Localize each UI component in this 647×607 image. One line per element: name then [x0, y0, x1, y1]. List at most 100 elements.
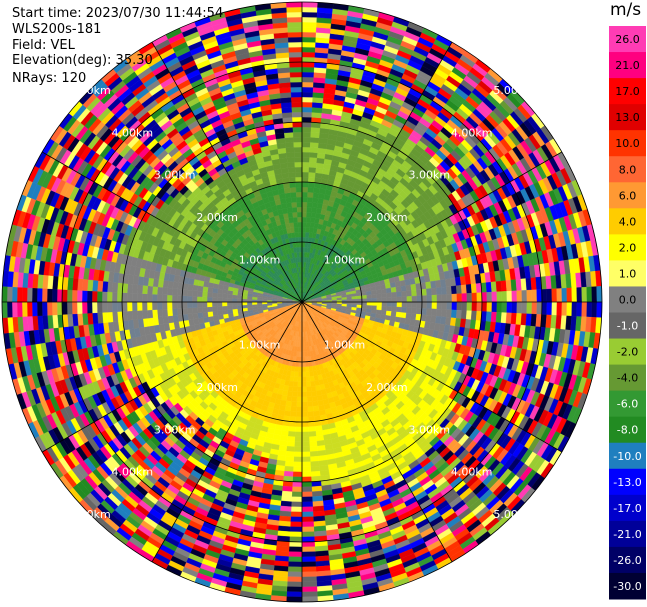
velocity-gate [551, 288, 558, 303]
velocity-gate [281, 490, 293, 497]
velocity-gate [311, 395, 318, 402]
velocity-gate [308, 431, 317, 437]
velocity-gate [511, 301, 518, 314]
velocity-gate [312, 400, 319, 407]
velocity-gate [476, 292, 483, 303]
velocity-gate [291, 396, 298, 403]
velocity-gate [293, 461, 303, 468]
velocity-gate [312, 405, 320, 412]
velocity-gate [301, 401, 308, 408]
velocity-gate [496, 301, 503, 313]
velocity-gate [301, 36, 317, 43]
velocity-gate [301, 6, 318, 13]
velocity-gate [297, 371, 303, 378]
velocity-gate [411, 307, 418, 315]
velocity-gate [283, 470, 294, 477]
velocity-gate [306, 386, 312, 393]
velocity-gate [490, 311, 497, 323]
velocity-gate [311, 390, 318, 397]
velocity-gate [304, 356, 309, 363]
velocity-gate [301, 521, 314, 528]
velocity-gate [581, 301, 588, 318]
velocity-gate [284, 460, 294, 467]
velocity-gate [465, 284, 472, 294]
velocity-gate [381, 297, 388, 303]
velocity-gate [366, 294, 373, 299]
velocity-gate [301, 181, 309, 188]
velocity-gate [436, 294, 443, 303]
velocity-gate [301, 116, 312, 123]
velocity-gate [466, 301, 473, 312]
velocity-gate [481, 292, 488, 303]
velocity-gate [291, 391, 298, 398]
velocity-gate [301, 161, 310, 168]
velocity-gate [301, 416, 309, 423]
velocity-gate [290, 406, 297, 413]
velocity-gate [301, 136, 311, 143]
velocity-gate [396, 296, 403, 303]
velocity-gate [301, 381, 307, 388]
velocity-gate [301, 171, 309, 178]
velocity-gate [441, 301, 448, 310]
velocity-gate [301, 111, 313, 118]
velocity-gate [301, 511, 314, 518]
velocity-gate [289, 541, 303, 548]
velocity-gate [301, 166, 310, 173]
velocity-gate [289, 526, 303, 533]
velocity-gate [313, 410, 321, 417]
velocity-gate [308, 167, 317, 173]
velocity-gate [431, 301, 438, 310]
velocity-gate [301, 496, 313, 503]
velocity-gate [286, 441, 295, 447]
velocity-gate [436, 287, 442, 296]
velocity-gate [511, 290, 518, 303]
velocity-gate [288, 556, 303, 563]
velocity-gate [301, 441, 310, 448]
velocity-gate [526, 289, 533, 303]
velocity-gate [421, 295, 428, 303]
velocity-gate [536, 301, 543, 315]
velocity-gate [294, 441, 303, 448]
velocity-gate [376, 293, 383, 299]
velocity-gate [305, 221, 311, 228]
velocity-gate [301, 46, 316, 53]
velocity-gate [411, 295, 418, 303]
velocity-gate [380, 288, 387, 294]
velocity-gate [293, 376, 299, 383]
velocity-gate [301, 491, 313, 498]
velocity-gate [286, 390, 293, 397]
velocity-gate [411, 301, 418, 309]
velocity-gate [289, 416, 297, 422]
velocity-gate [306, 381, 312, 388]
velocity-gate [401, 301, 408, 308]
velocity-gate [301, 371, 307, 378]
velocity-gate [293, 446, 303, 453]
velocity-gate [301, 191, 308, 198]
velocity-gate [346, 296, 353, 300]
velocity-gate [446, 301, 453, 311]
velocity-gate [305, 226, 311, 233]
velocity-gate [431, 287, 437, 296]
velocity-gate [301, 481, 312, 488]
velocity-gate [526, 301, 533, 315]
velocity-gate [406, 307, 413, 314]
velocity-gate [296, 396, 303, 403]
velocity-gate [301, 156, 310, 163]
velocity-gate [298, 356, 303, 363]
velocity-gate [541, 289, 548, 303]
velocity-gate [571, 301, 578, 317]
velocity-gate [286, 596, 303, 603]
velocity-gate [301, 236, 306, 243]
velocity-gate [306, 211, 312, 218]
velocity-gate [301, 76, 314, 83]
velocity-gate [400, 312, 407, 319]
velocity-gate [310, 385, 317, 392]
velocity-gate [441, 286, 447, 295]
velocity-gate [451, 293, 458, 303]
velocity-gate [287, 566, 303, 573]
velocity-gate [431, 308, 437, 317]
velocity-gate [366, 301, 373, 306]
velocity-gate [301, 96, 313, 103]
velocity-gate [286, 581, 303, 588]
velocity-gate [305, 366, 310, 373]
